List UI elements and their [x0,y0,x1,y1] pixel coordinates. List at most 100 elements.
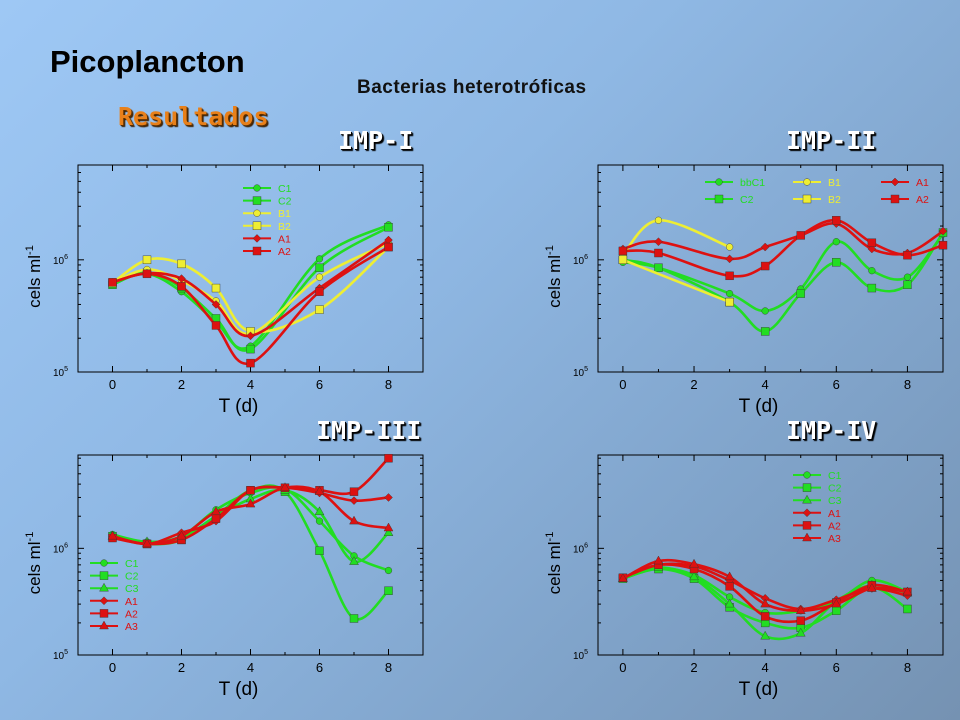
data-point [349,556,359,565]
data-point [142,269,152,279]
data-point [832,238,840,246]
legend-label: A1 [125,596,138,608]
legend-marker [802,508,812,518]
chart-2: 0 2 4 6 8 105 106 T (d) cels ml-1 bbC1 C2 B1 B2 A1 A2 [544,164,948,417]
legend-label: B2 [828,194,841,206]
data-point [314,486,325,495]
x-tick-label: 2 [178,377,185,392]
data-point [903,280,912,289]
plot-frame [597,164,944,373]
legend-label: C1 [278,183,292,195]
data-point [725,289,734,298]
legend-marker [100,559,108,567]
x-tick-label: 4 [762,377,769,392]
data-point [760,242,770,252]
data-point [760,598,771,608]
x-tick-label: 6 [316,377,323,392]
data-point [315,546,324,555]
data-point [653,555,664,565]
legend-marker [253,184,261,192]
legend-label: C2 [125,571,139,583]
legend-marker [99,609,109,618]
legend-label: B1 [278,208,291,220]
y-tick-label: 105 [573,649,588,662]
data-point [725,254,734,264]
data-point [938,226,948,236]
series-b1 [108,239,393,338]
data-point [142,255,152,265]
data-point [724,571,735,581]
data-point [384,566,393,575]
data-point [618,573,628,582]
data-point [211,300,221,309]
data-point [654,237,663,246]
data-point [107,530,118,540]
data-point [211,514,221,523]
data-point [795,605,806,614]
legend-label: bbC1 [740,177,765,189]
page-title: Picoplancton [50,44,245,79]
data-point [246,331,255,341]
data-point [760,630,771,640]
data-point [725,271,734,281]
legend-marker [890,177,900,187]
x-tick-label: 8 [904,377,911,392]
data-point [349,496,359,505]
data-point [349,515,359,525]
data-point [724,598,735,608]
legend-label: B2 [278,221,291,233]
x-tick-label: 6 [316,660,323,675]
y-tick-label: 106 [53,542,68,555]
legend-label: C2 [828,483,842,495]
data-point [902,586,913,596]
data-point [315,255,324,263]
x-tick-label: 2 [690,660,697,675]
y-axis-label: cels ml-1 [24,245,44,308]
data-point [384,223,393,232]
legend-marker [252,221,262,231]
data-point [796,231,805,240]
legend-marker [252,196,262,205]
data-point [796,289,805,298]
page-subtitle: Bacterias heterotróficas [357,77,587,98]
data-point [867,244,877,254]
legend-label: A1 [916,177,929,189]
data-point [725,297,734,307]
data-point [245,498,256,508]
x-tick-label: 2 [178,660,185,675]
data-point [618,255,628,265]
series-a2 [618,216,948,281]
legend-label: C3 [125,583,139,595]
legend-marker [803,471,811,479]
data-point [689,571,699,581]
data-point [867,583,877,592]
data-point [832,216,841,225]
data-point [108,278,117,287]
data-point [384,242,393,252]
y-tick-label: 105 [53,649,68,662]
y-tick-label: 106 [573,254,588,267]
data-point [314,506,325,516]
data-point [177,259,186,269]
legend-marker [252,246,262,256]
y-tick-label: 106 [53,254,68,267]
series-line [111,246,390,334]
legend-label: C3 [828,495,842,507]
x-axis-label: T (d) [739,679,779,700]
y-tick-label: 105 [573,366,588,379]
data-point [867,238,877,247]
chart-title-imp-ii: IMP-II [786,126,877,155]
x-tick-label: 4 [247,377,254,392]
legend-label: A2 [828,520,841,532]
data-point [832,258,841,267]
legend-marker [715,178,723,186]
legend-marker [802,494,812,504]
data-point [384,493,393,502]
y-axis-label: cels ml-1 [544,532,564,595]
data-point [384,586,393,595]
